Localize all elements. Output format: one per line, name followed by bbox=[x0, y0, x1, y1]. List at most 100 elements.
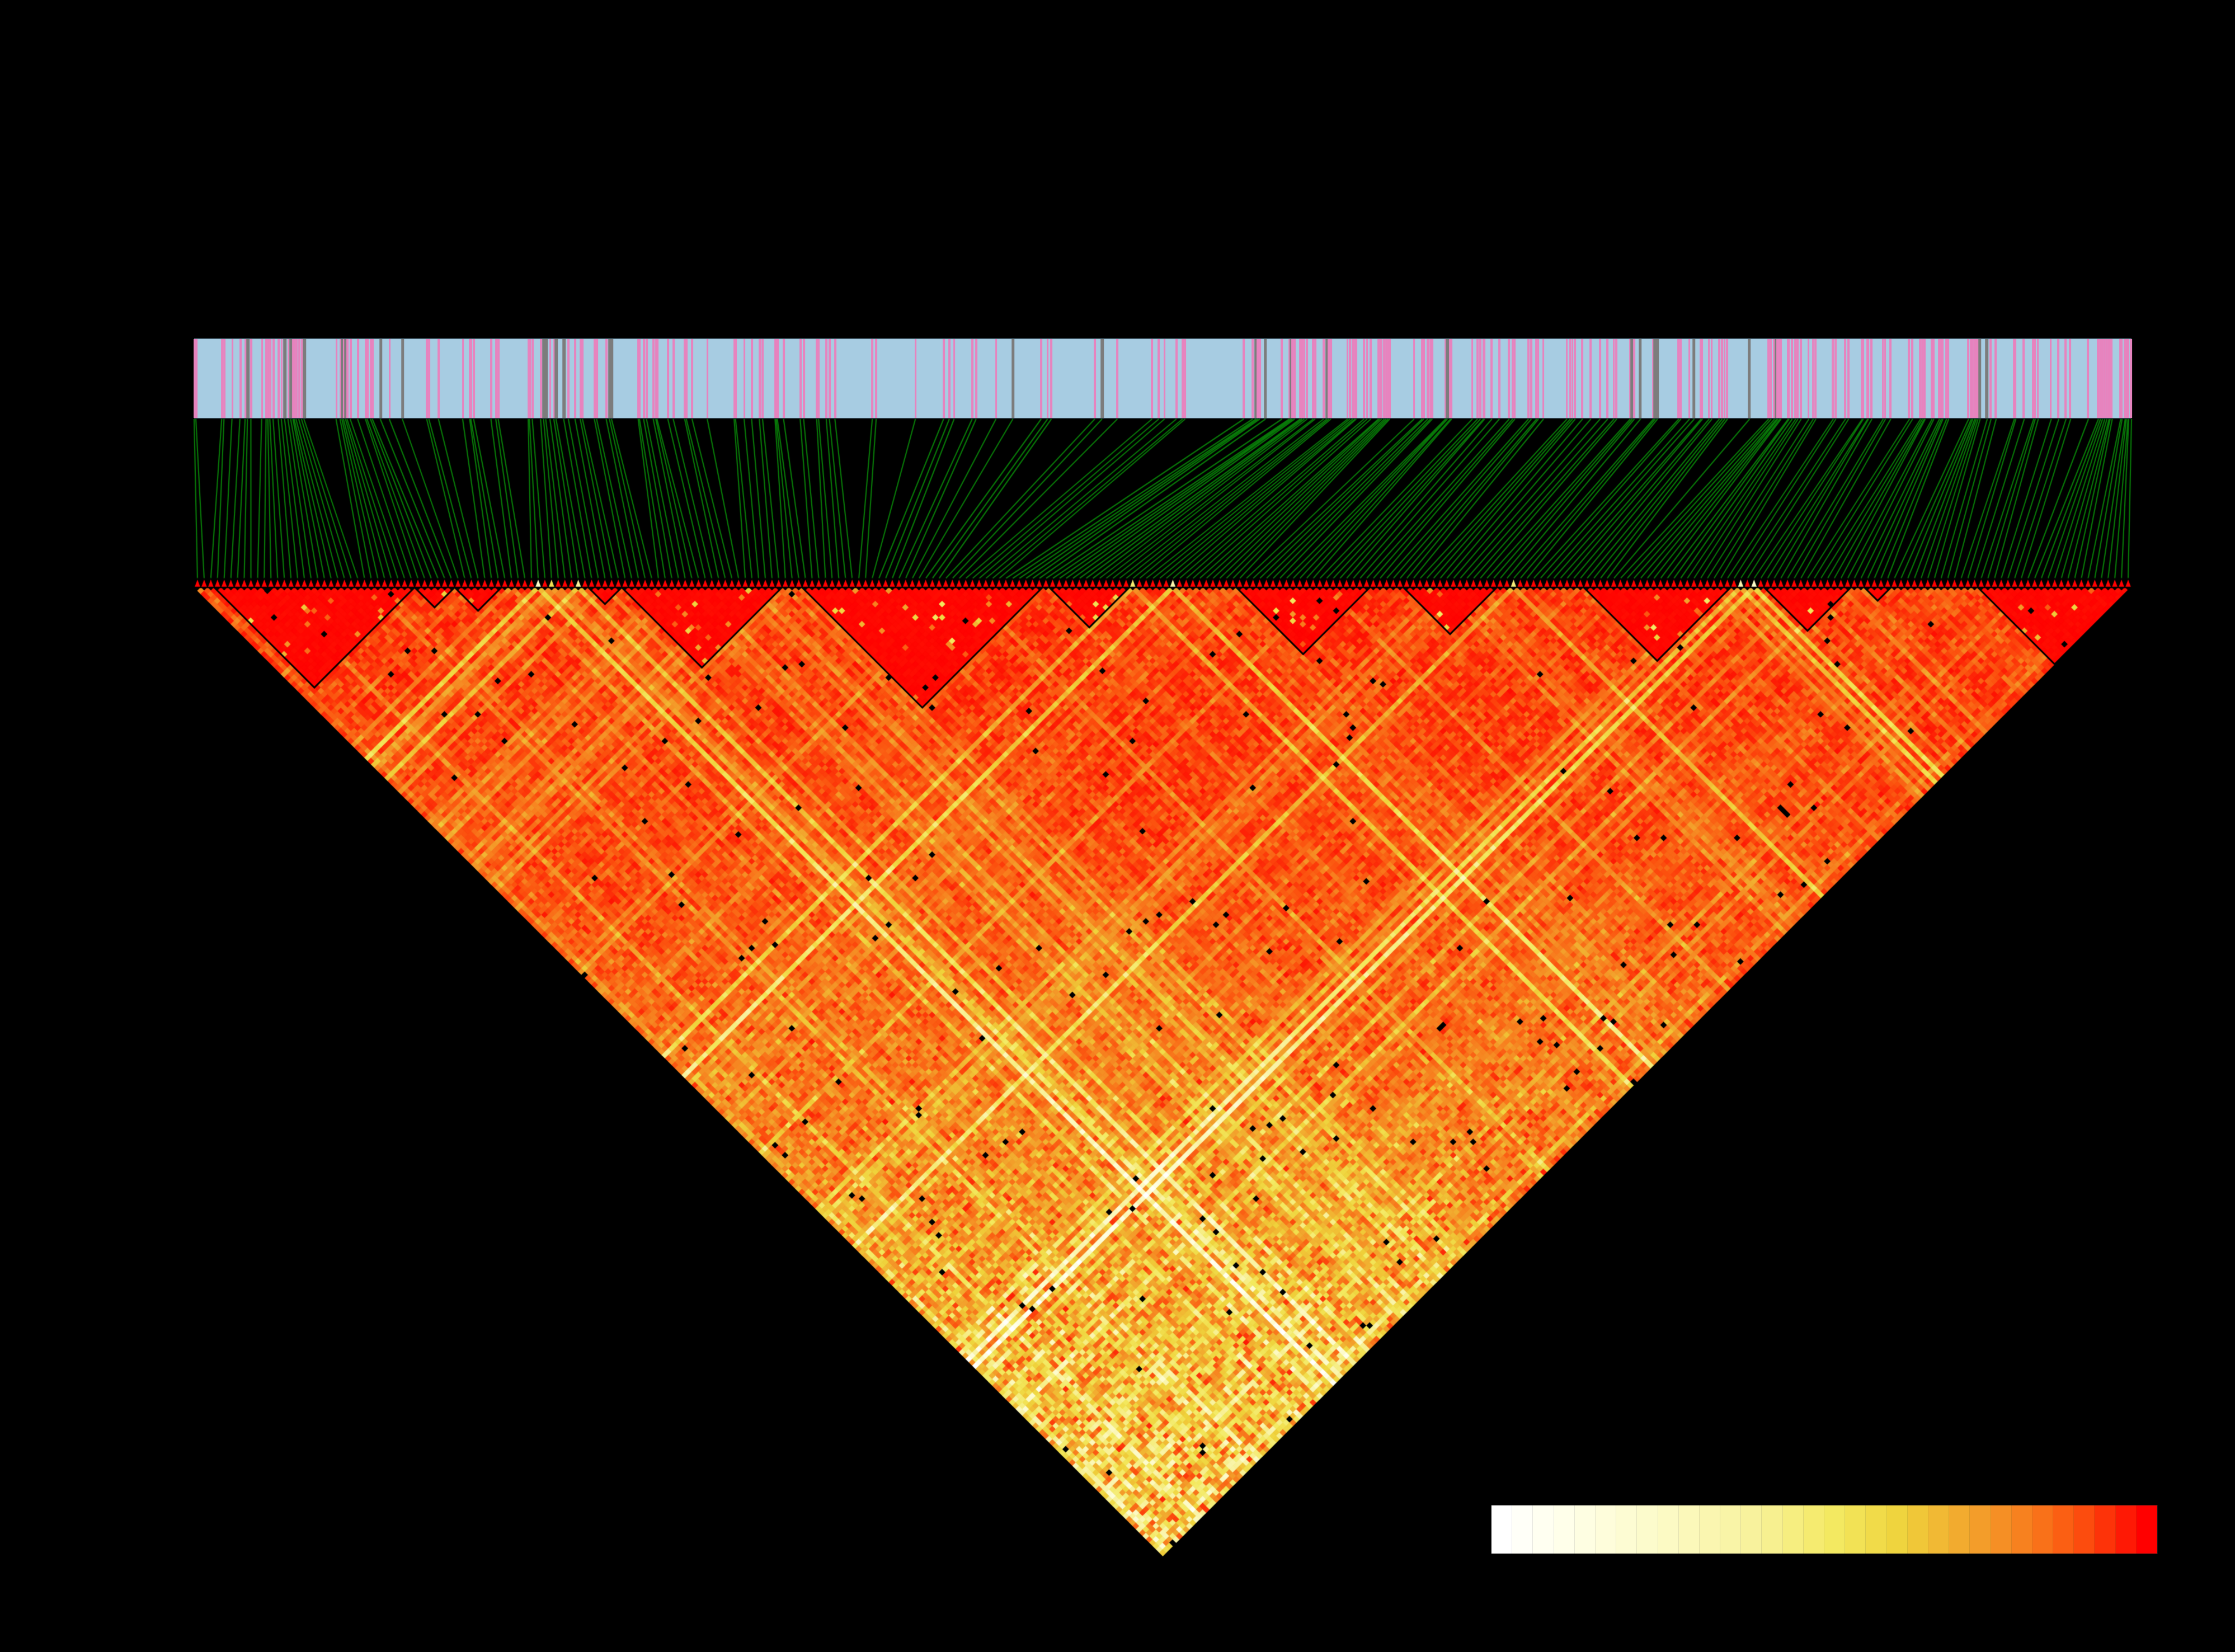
ruler-marker-tick bbox=[1847, 339, 1850, 418]
ruler-marker-tick-alt bbox=[1985, 339, 1989, 418]
ruler-marker-tick bbox=[339, 339, 342, 418]
ruler-marker-tick bbox=[1867, 339, 1870, 418]
ruler-marker-tick bbox=[470, 339, 473, 418]
ruler-marker-tick bbox=[437, 339, 440, 418]
ruler-marker-tick bbox=[194, 339, 196, 418]
ruler-marker-tick bbox=[231, 339, 234, 418]
ruler-marker-tick bbox=[2130, 339, 2132, 418]
ruler-marker-tick bbox=[1767, 339, 1770, 418]
ruler-marker-tick bbox=[2103, 339, 2106, 418]
color-scale-step bbox=[2095, 1505, 2116, 1554]
ruler-marker-tick bbox=[1175, 339, 1178, 418]
ruler-marker-tick bbox=[1947, 339, 1950, 418]
ruler-marker-tick bbox=[953, 339, 956, 418]
ruler-marker-tick bbox=[1677, 339, 1680, 418]
color-scale-step bbox=[1491, 1505, 1513, 1554]
ruler-marker-tick bbox=[802, 339, 805, 418]
color-scale-step bbox=[2115, 1505, 2137, 1554]
ruler-marker-tick bbox=[1973, 339, 1976, 418]
ruler-marker-tick bbox=[272, 339, 275, 418]
ruler-marker-tick-alt bbox=[1446, 339, 1449, 418]
ruler-marker-tick bbox=[567, 339, 570, 418]
ruler-marker-tick bbox=[1726, 339, 1729, 418]
ruler-marker-tick-alt bbox=[341, 339, 344, 418]
ruler-marker-tick bbox=[1977, 339, 1979, 418]
ruler-marker-tick bbox=[2069, 339, 2072, 418]
ruler-marker-tick bbox=[1377, 339, 1380, 418]
ruler-marker-tick bbox=[706, 339, 709, 418]
ruler-marker-tick bbox=[2119, 339, 2121, 418]
ruler-marker-tick-alt bbox=[1630, 339, 1634, 418]
ruler-marker-tick bbox=[1974, 339, 1977, 418]
ruler-marker-tick-alt bbox=[283, 339, 287, 418]
ruler-marker-tick-alt bbox=[544, 339, 548, 418]
ruler-marker-tick bbox=[1930, 339, 1933, 418]
ruler-marker-tick bbox=[1363, 339, 1365, 418]
ruler-marker-tick bbox=[2124, 339, 2127, 418]
ruler-marker-tick bbox=[1814, 339, 1817, 418]
ruler-marker-tick-alt bbox=[554, 339, 558, 418]
ruler-marker-tick bbox=[667, 339, 670, 418]
ruler-marker-tick bbox=[1351, 339, 1354, 418]
ruler-marker-tick bbox=[825, 339, 828, 418]
ruler-marker-tick bbox=[656, 339, 658, 418]
ruler-marker-tick bbox=[388, 339, 391, 418]
ruler-marker-tick bbox=[637, 339, 640, 418]
ruler-marker-tick bbox=[1420, 339, 1423, 418]
ruler-marker-tick bbox=[1348, 339, 1351, 418]
ruler-marker-tick bbox=[1328, 339, 1330, 418]
ruler-marker-tick bbox=[2123, 339, 2126, 418]
ruler-marker-tick bbox=[1370, 339, 1372, 418]
ruler-marker-tick bbox=[244, 339, 247, 418]
ruler-marker-tick bbox=[1291, 339, 1293, 418]
ruler-marker-tick bbox=[1314, 339, 1316, 418]
ruler-marker-tick bbox=[834, 339, 836, 418]
ruler-marker-tick bbox=[469, 339, 472, 418]
ruler-marker-tick bbox=[1346, 339, 1349, 418]
ruler-marker-tick bbox=[594, 339, 596, 418]
ruler-marker-tick bbox=[2022, 339, 2025, 418]
color-scale-step bbox=[2032, 1505, 2054, 1554]
ruler-marker-tick bbox=[426, 339, 429, 418]
ruler-marker-tick bbox=[817, 339, 820, 418]
color-scale-step bbox=[1720, 1505, 1742, 1554]
ruler-marker-tick bbox=[1527, 339, 1530, 418]
ruler-marker-tick bbox=[267, 339, 270, 418]
ruler-marker-tick bbox=[735, 339, 737, 418]
ruler-marker-tick bbox=[1844, 339, 1846, 418]
ruler-marker-tick bbox=[1530, 339, 1532, 418]
ruler-marker-tick bbox=[1257, 339, 1259, 418]
ruler-marker-tick bbox=[776, 339, 779, 418]
ruler-marker-tick bbox=[300, 339, 303, 418]
ruler-marker-tick bbox=[1094, 339, 1096, 418]
ruler-marker-tick bbox=[1598, 339, 1601, 418]
ruler-marker-tick bbox=[1329, 339, 1332, 418]
ruler-marker-tick bbox=[335, 339, 338, 418]
ruler-marker-tick bbox=[495, 339, 497, 418]
ruler-marker-tick bbox=[1251, 339, 1254, 418]
ruler-marker-tick bbox=[774, 339, 777, 418]
ruler-marker-tick bbox=[1569, 339, 1571, 418]
ruler-marker-tick bbox=[1383, 339, 1386, 418]
ruler-marker-tick bbox=[2012, 339, 2015, 418]
ruler-marker-tick bbox=[1970, 339, 1972, 418]
ruler-marker-tick bbox=[1718, 339, 1720, 418]
ruler-marker-tick-alt bbox=[562, 339, 566, 418]
ruler-marker-tick bbox=[346, 339, 349, 418]
color-scale-step bbox=[1886, 1505, 1908, 1554]
color-scale-step bbox=[1658, 1505, 1679, 1554]
ruler-marker-tick bbox=[269, 339, 272, 418]
color-scale-step bbox=[1616, 1505, 1638, 1554]
ruler-marker-tick bbox=[646, 339, 648, 418]
ruler-marker-tick bbox=[684, 339, 686, 418]
ruler-marker-tick bbox=[1633, 339, 1635, 418]
ruler-marker-tick bbox=[295, 339, 298, 418]
ruler-marker-tick-alt bbox=[1264, 339, 1267, 418]
ruler-marker-tick-alt bbox=[1775, 339, 1778, 418]
ruler-marker-tick bbox=[875, 339, 878, 418]
color-scale-step bbox=[1512, 1505, 1533, 1554]
ruler-marker-tick bbox=[527, 339, 530, 418]
ruler-marker-tick bbox=[2120, 339, 2123, 418]
ruler-marker-tick-alt bbox=[1254, 339, 1258, 418]
ruler-marker-tick bbox=[1511, 339, 1514, 418]
